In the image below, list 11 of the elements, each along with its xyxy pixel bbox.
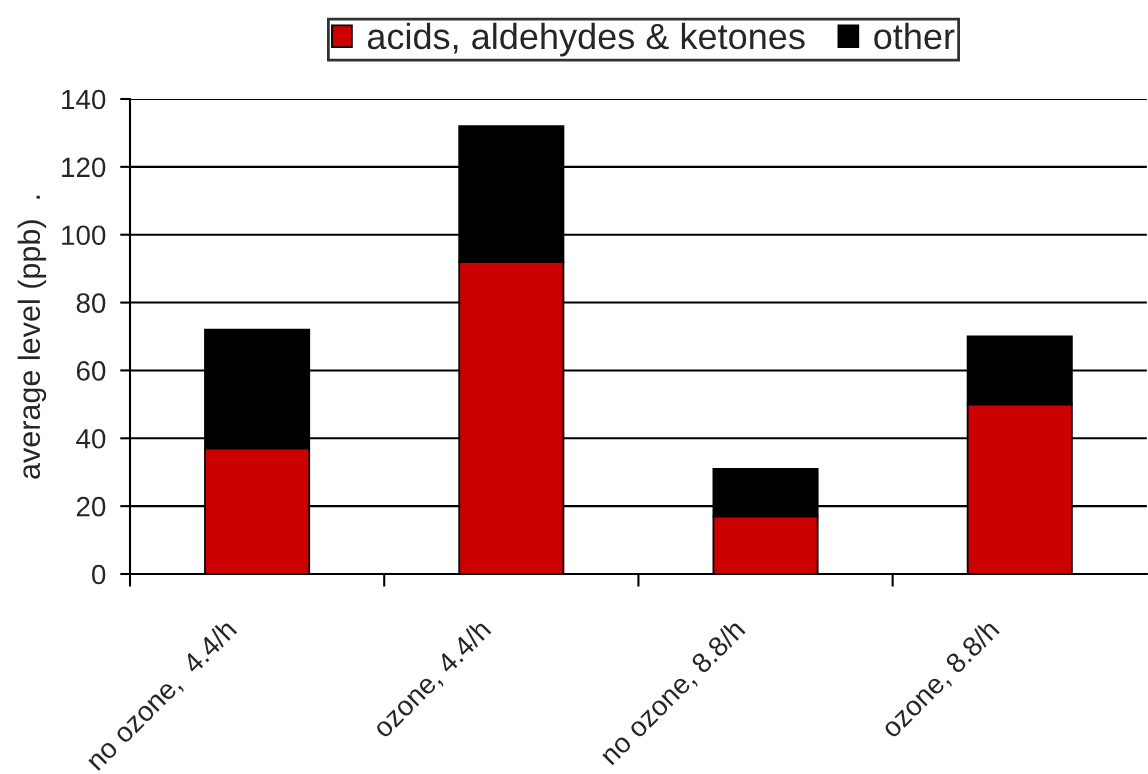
y-tick-label: 80 [76, 293, 106, 313]
y-tick-label: 0 [92, 564, 106, 585]
y-tick-label: 40 [76, 428, 106, 449]
y-tick-label: 120 [62, 157, 106, 178]
y-axis-title: average level (ppb) . [17, 195, 47, 479]
legend-label: acids, aldehydes & ketones [367, 22, 805, 57]
y-tick-label: 20 [76, 496, 106, 517]
y-tick-label: 60 [76, 361, 106, 381]
y-tick-label: 140 [62, 89, 106, 110]
legend-label: other [874, 22, 955, 50]
y-tick-label: 100 [62, 225, 106, 246]
